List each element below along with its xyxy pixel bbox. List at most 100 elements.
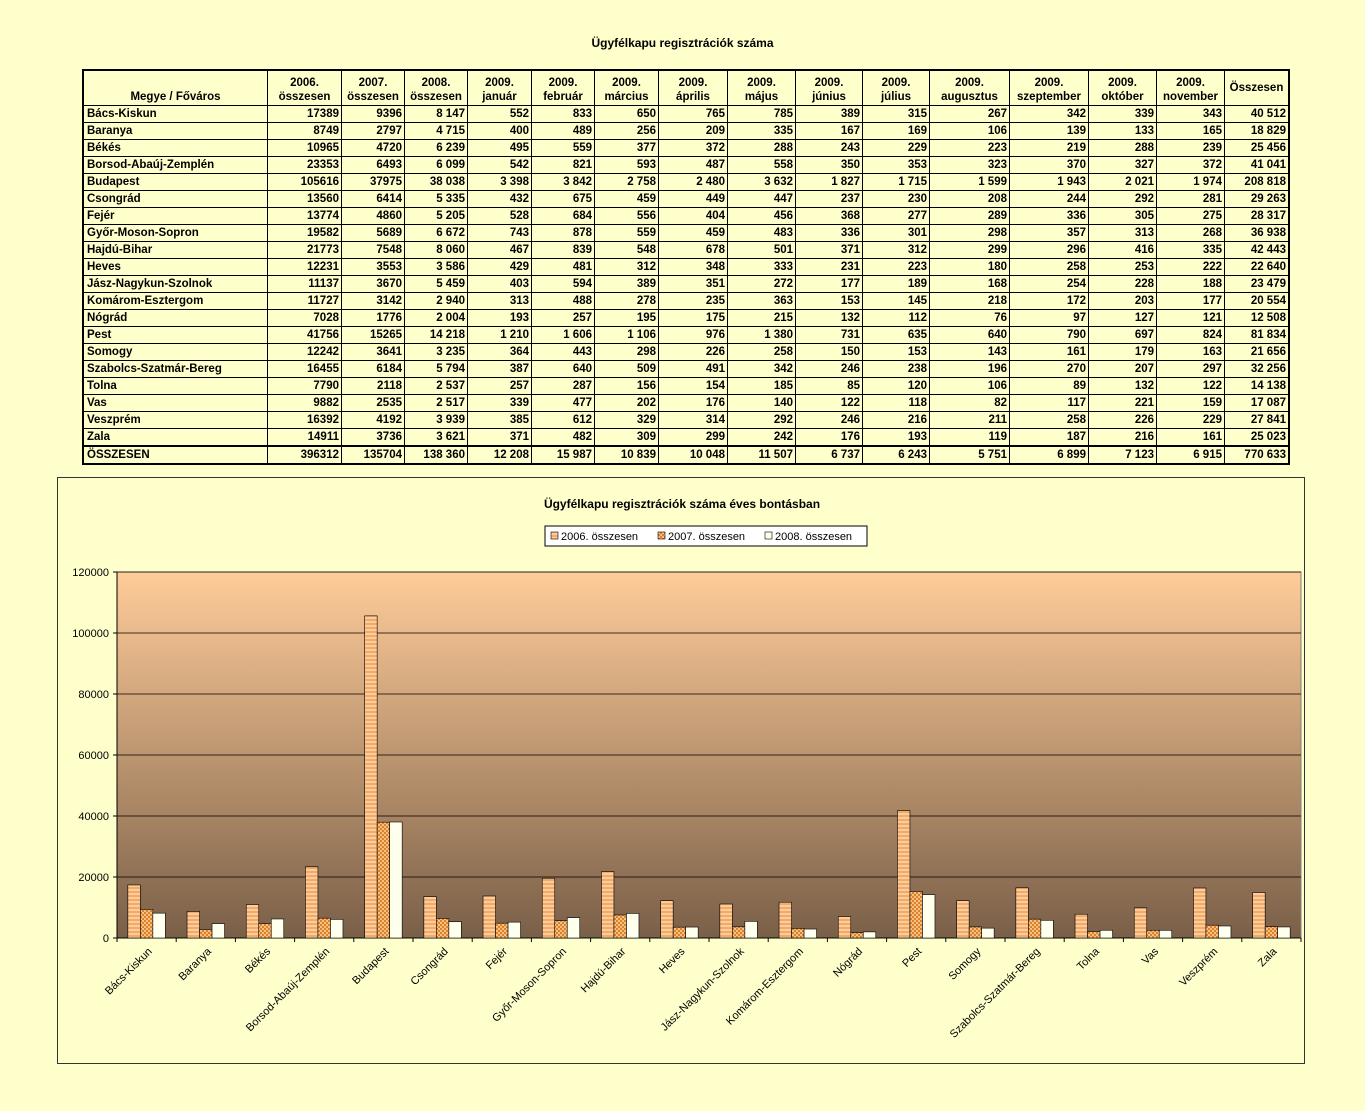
table-cell: 143 xyxy=(929,343,1010,361)
table-cell: 22 640 xyxy=(1224,258,1290,276)
table-cell: 333 xyxy=(727,258,796,276)
bar xyxy=(660,900,674,939)
bar xyxy=(1087,931,1101,939)
table-cell: 12231 xyxy=(267,258,342,276)
table-row: Pest 41756 15265 14 218 1 210 1 606 1 106 976 1 … xyxy=(82,326,1290,344)
table-cell: 4192 xyxy=(341,411,405,429)
table-cell: 175 xyxy=(658,309,728,327)
table-cell: 85 xyxy=(795,377,863,395)
table-cell: 363 xyxy=(727,292,796,310)
table-cell: 6 915 xyxy=(1156,445,1225,465)
row-label: Csongrád xyxy=(82,190,268,208)
table-cell: 15265 xyxy=(341,326,405,344)
table-cell: 6 899 xyxy=(1009,445,1089,465)
table-cell: 20 554 xyxy=(1224,292,1290,310)
table-cell: 122 xyxy=(795,394,863,412)
table-cell: 483 xyxy=(727,224,796,242)
table-cell: 6493 xyxy=(341,156,405,174)
table-cell: 135704 xyxy=(341,445,405,465)
table-cell: 28 317 xyxy=(1224,207,1290,225)
x-tick-label: Veszprém xyxy=(1177,946,1220,989)
table-cell: 226 xyxy=(658,343,728,361)
table-cell: 254 xyxy=(1009,275,1089,293)
table-cell: 11 507 xyxy=(727,445,796,465)
table-cell: 556 xyxy=(594,207,659,225)
table-cell: 296 xyxy=(1009,241,1089,259)
table-cell: 371 xyxy=(795,241,863,259)
y-tick-label: 20000 xyxy=(78,872,109,884)
table-cell: 168 xyxy=(929,275,1010,293)
table-cell: 2 480 xyxy=(658,173,728,191)
table-cell: 8 147 xyxy=(404,105,468,123)
bar xyxy=(330,919,344,939)
table-cell: 559 xyxy=(594,224,659,242)
table-cell: 15 987 xyxy=(531,445,595,465)
table-cell: 256 xyxy=(594,122,659,140)
table-cell: 12242 xyxy=(267,343,342,361)
row-label: Nógrád xyxy=(82,309,268,327)
table-cell: 27 841 xyxy=(1224,411,1290,429)
bar xyxy=(685,926,699,939)
table-cell: 177 xyxy=(795,275,863,293)
table-cell: 12 508 xyxy=(1224,309,1290,327)
x-tick-label: Bács-Kiskun xyxy=(103,946,155,998)
table-cell: 640 xyxy=(531,360,595,378)
table-cell: 429 xyxy=(467,258,532,276)
table-row: Fejér 13774 4860 5 205 528 684 556 404 456 368 277… xyxy=(82,207,1290,225)
table-cell: 7028 xyxy=(267,309,342,327)
bar xyxy=(448,921,462,939)
table-cell: 3 632 xyxy=(727,173,796,191)
bar xyxy=(554,920,568,939)
legend-label: 2006. összesen xyxy=(561,531,638,543)
table-cell: 216 xyxy=(1088,428,1157,447)
x-tick-label: Hajdú-Bihar xyxy=(579,945,629,995)
table-cell: 5689 xyxy=(341,224,405,242)
table-cell: 389 xyxy=(594,275,659,293)
bar xyxy=(1146,929,1160,939)
table-row: Heves 12231 3553 3 586 429 481 312 348 333 231 223… xyxy=(82,258,1290,276)
bar xyxy=(1158,930,1173,939)
bar xyxy=(258,923,272,939)
bar xyxy=(1193,887,1207,939)
row-label: Tolna xyxy=(82,377,268,395)
legend-swatch xyxy=(657,531,666,540)
table-cell: 1 380 xyxy=(727,326,796,344)
table-cell: 193 xyxy=(862,428,930,447)
table-cell: 2 004 xyxy=(404,309,468,327)
table-cell: 154 xyxy=(658,377,728,395)
bar xyxy=(389,821,403,939)
table-cell: 612 xyxy=(531,411,595,429)
table-cell: 403 xyxy=(467,275,532,293)
table-cell: 14 138 xyxy=(1224,377,1290,395)
bar xyxy=(778,901,792,939)
bar xyxy=(1264,926,1278,939)
y-tick-label: 120000 xyxy=(72,567,109,579)
table-cell: 6 099 xyxy=(404,156,468,174)
table-cell: 11727 xyxy=(267,292,342,310)
table-cell: 41 041 xyxy=(1224,156,1290,174)
table-cell: 267 xyxy=(929,105,1010,123)
table-cell: 37975 xyxy=(341,173,405,191)
column-header: 2009. november xyxy=(1156,69,1225,106)
table-cell: 329 xyxy=(594,411,659,429)
table-cell: 432 xyxy=(467,190,532,208)
table-cell: 38 038 xyxy=(404,173,468,191)
table-cell: 119 xyxy=(929,428,1010,447)
table-cell: 495 xyxy=(467,139,532,157)
bar xyxy=(897,810,911,939)
table-title: Ügyfélkapu regisztrációk száma xyxy=(591,36,774,50)
table-cell: 23 479 xyxy=(1224,275,1290,293)
table-cell: 13774 xyxy=(267,207,342,225)
table-cell: 229 xyxy=(1156,411,1225,429)
legend-swatch xyxy=(550,531,559,540)
column-header: 2009. január xyxy=(467,69,532,106)
legend-label: 2007. összesen xyxy=(668,531,745,543)
bar xyxy=(613,914,627,939)
table-cell: 209 xyxy=(658,122,728,140)
table-cell: 228 xyxy=(1088,275,1157,293)
table-cell: 177 xyxy=(1156,292,1225,310)
table-cell: 301 xyxy=(862,224,930,242)
bar xyxy=(956,900,970,939)
table-cell: 156 xyxy=(594,377,659,395)
row-label: Baranya xyxy=(82,122,268,140)
